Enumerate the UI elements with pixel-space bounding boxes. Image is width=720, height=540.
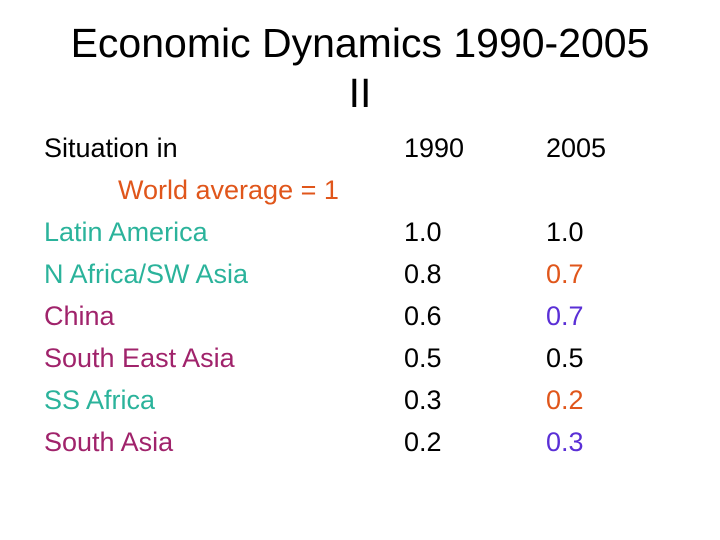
value-2005: 1.0 xyxy=(546,217,584,247)
header-label: Situation in xyxy=(44,133,178,163)
region-label: SS Africa xyxy=(44,385,156,415)
region-label: South East Asia xyxy=(44,343,235,373)
value-2005: 0.7 xyxy=(546,259,584,289)
header-2005: 2005 xyxy=(546,133,607,163)
region-label: South Asia xyxy=(44,427,174,457)
value-1990: 0.3 xyxy=(404,385,442,415)
slide-title-line-1: Economic Dynamics 1990-2005 xyxy=(70,20,650,66)
header-1990: 1990 xyxy=(404,133,465,163)
value-1990: 0.5 xyxy=(404,343,442,373)
region-label: N Africa/SW Asia xyxy=(44,259,249,289)
region-label: Latin America xyxy=(44,217,208,247)
value-1990: 1.0 xyxy=(404,217,442,247)
slide-title-line-2: II xyxy=(348,70,372,116)
value-1990: 0.8 xyxy=(404,259,442,289)
value-2005: 0.5 xyxy=(546,343,584,373)
value-2005: 0.3 xyxy=(546,427,584,457)
value-2005: 0.2 xyxy=(546,385,584,415)
value-2005: 0.7 xyxy=(546,301,584,331)
region-label: China xyxy=(44,301,115,331)
value-1990: 0.6 xyxy=(404,301,442,331)
value-1990: 0.2 xyxy=(404,427,442,457)
world-average-note: World average = 1 xyxy=(118,175,339,205)
